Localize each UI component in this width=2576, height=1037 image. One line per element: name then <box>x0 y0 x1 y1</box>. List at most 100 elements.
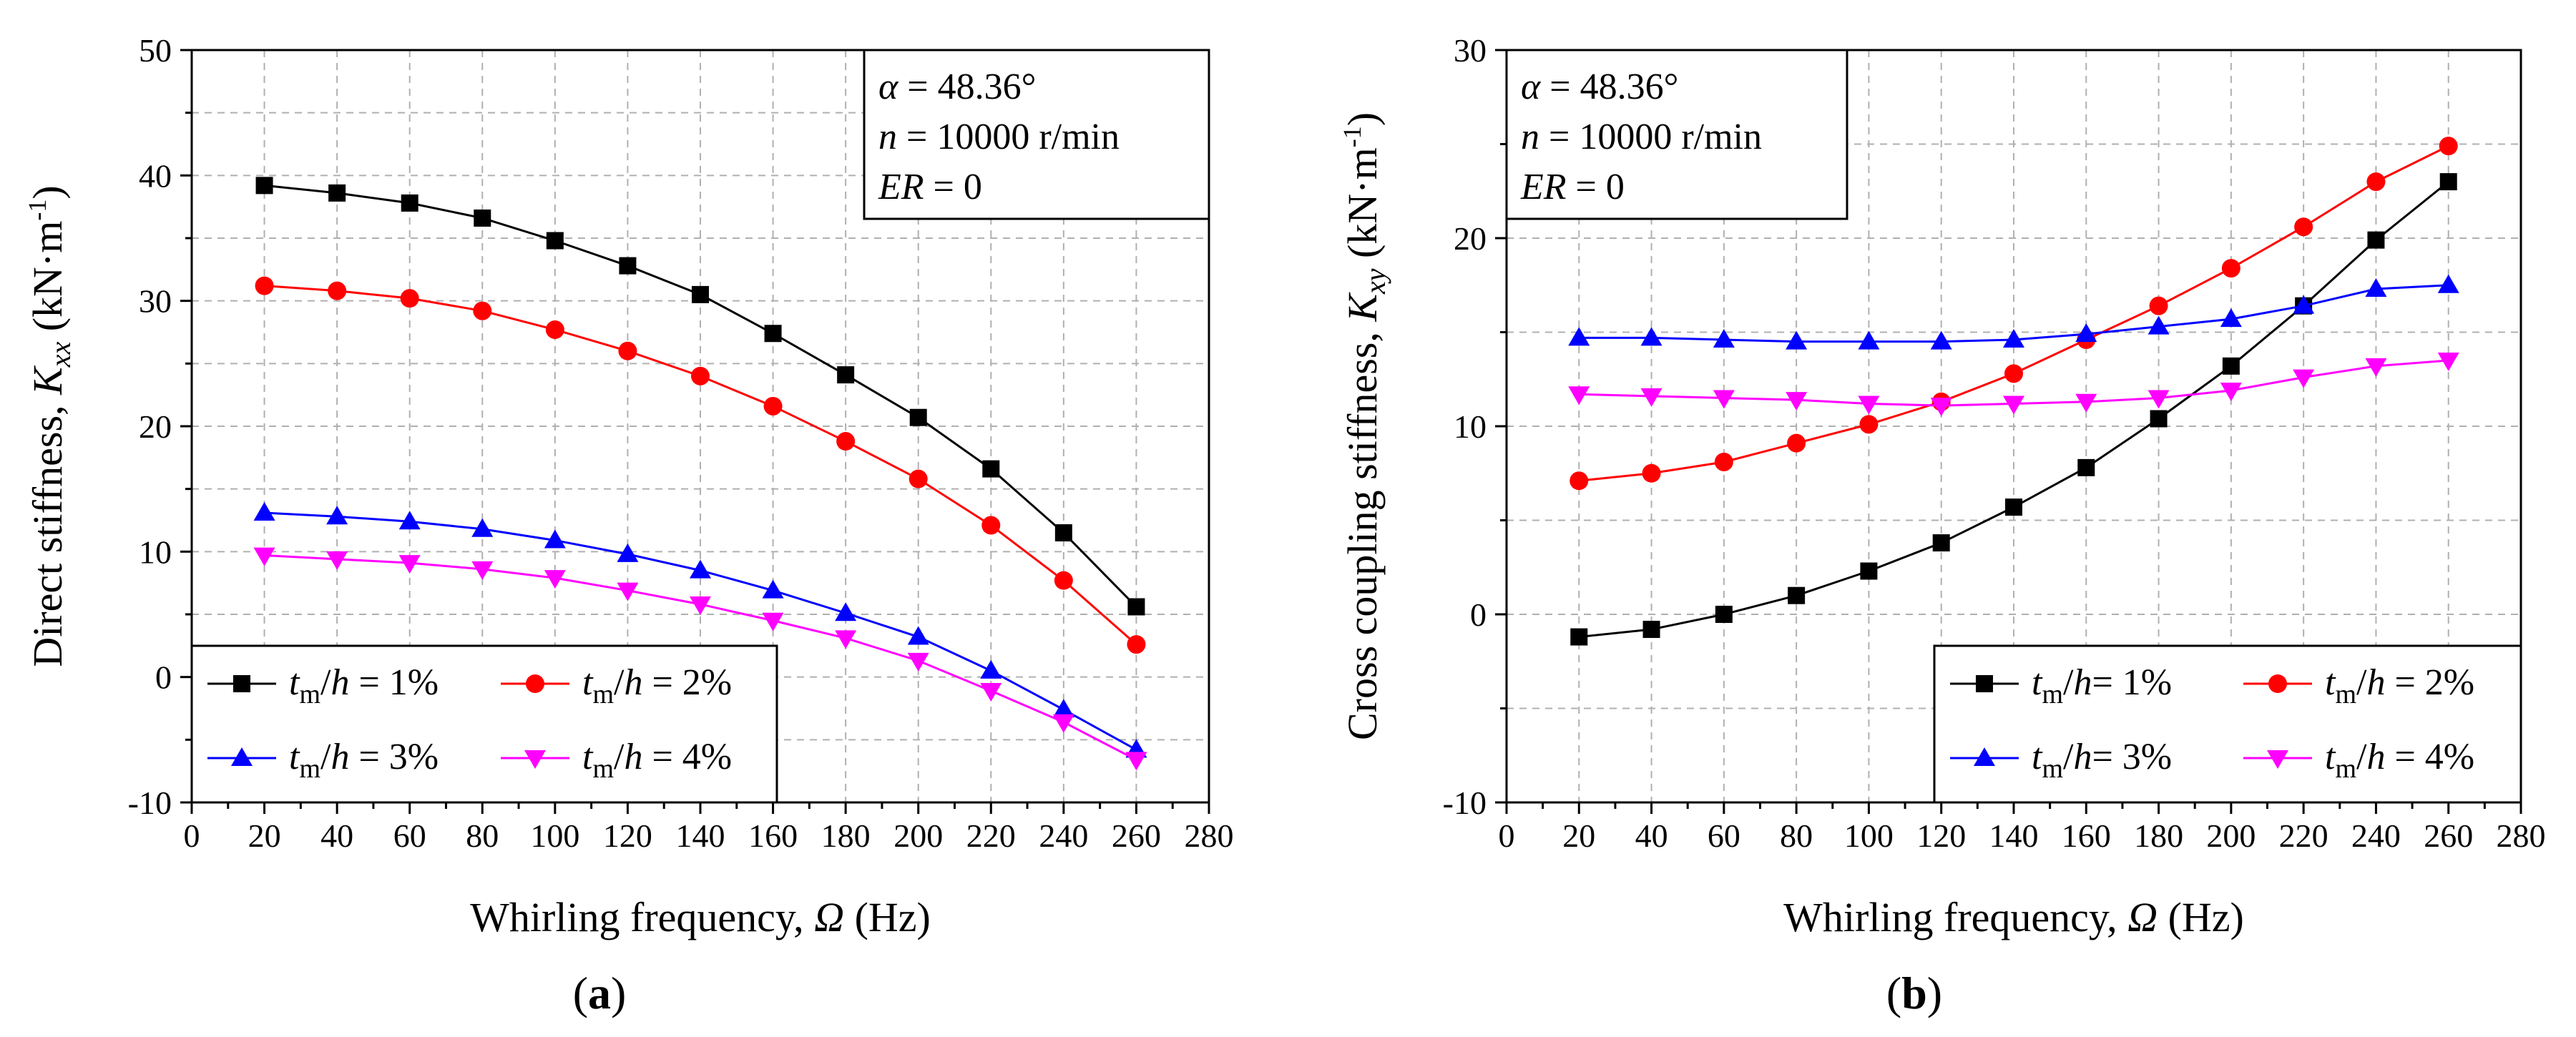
data-point <box>690 559 711 579</box>
legend-marker <box>233 675 250 692</box>
data-point <box>617 582 639 601</box>
y-tick-label: 50 <box>139 32 172 69</box>
legend-marker <box>2268 674 2287 693</box>
x-tick-label: 160 <box>2062 817 2111 854</box>
annotation-box: α = 48.36° n = 10000 r/min ER = 0 <box>863 49 1210 220</box>
data-point <box>1640 388 1662 407</box>
data-point <box>837 366 855 384</box>
annotation-line: n = 10000 r/min <box>878 117 1120 157</box>
legend-label: tm/h = 3% <box>289 737 439 784</box>
data-point <box>2365 358 2387 377</box>
x-tick-label: 220 <box>966 817 1016 854</box>
data-point <box>253 501 275 521</box>
data-point <box>907 652 929 672</box>
chart-panel-b: 0 20 40 60 80 100 120 140 160 180 200 220 240 260 280-… <box>1338 32 2546 1018</box>
data-point <box>763 396 783 416</box>
x-tick-label: 260 <box>1112 817 1161 854</box>
data-point <box>473 301 492 320</box>
x-tick-label: 20 <box>1562 817 1595 854</box>
annotation-frame <box>863 49 1210 220</box>
data-point <box>474 209 491 227</box>
data-point <box>1642 463 1661 483</box>
data-point <box>2148 315 2170 335</box>
legend-item: tm/h = 2% <box>2243 662 2474 709</box>
data-point <box>2293 369 2315 388</box>
x-axis-label: Whirling frequency, Ω (Hz) <box>1783 894 2244 940</box>
x-tick-label: 100 <box>1844 817 1894 854</box>
data-point <box>1127 598 1145 616</box>
data-point <box>1125 752 1147 771</box>
legend-frame <box>1933 644 2522 804</box>
legend-label: tm/h = 2% <box>2325 662 2474 709</box>
data-point <box>1568 327 1590 346</box>
data-point <box>2148 390 2170 409</box>
data-point <box>1054 571 1073 590</box>
data-point <box>2367 231 2385 249</box>
data-point <box>544 570 566 589</box>
x-tick-label: 140 <box>1989 817 2039 854</box>
annotation-line: n = 10000 r/min <box>1521 117 1762 157</box>
data-point <box>762 612 784 631</box>
data-point <box>2366 172 2386 192</box>
data-point <box>1715 606 1733 623</box>
x-tick-label: 0 <box>184 817 200 854</box>
data-point <box>255 276 274 295</box>
data-point <box>619 257 637 275</box>
data-point <box>326 551 348 570</box>
data-point <box>400 289 419 308</box>
x-tick-label: 220 <box>2279 817 2328 854</box>
data-point <box>690 596 711 615</box>
legend-marker <box>526 674 544 693</box>
series-4 <box>253 547 1147 771</box>
data-point <box>2221 259 2240 278</box>
data-point <box>471 518 494 537</box>
data-point <box>2365 278 2387 298</box>
data-point <box>2005 498 2022 516</box>
legend-item: tm/h = 4% <box>2243 737 2474 784</box>
data-point <box>1788 586 1806 604</box>
data-point <box>253 547 275 566</box>
data-point <box>326 506 348 525</box>
data-point <box>2220 383 2242 402</box>
x-tick-label: 40 <box>320 817 353 854</box>
y-axis-label: Direct stiffness, Kxx (kN·m-1) <box>23 185 77 667</box>
annotation-line: α = 48.36° <box>1521 67 1678 107</box>
data-point <box>1787 433 1806 453</box>
data-point <box>2075 323 2097 343</box>
x-tick-label: 120 <box>603 817 652 854</box>
data-point <box>1569 471 1589 491</box>
panel-label: (b) <box>1886 968 1942 1018</box>
legend-item: tm/h = 1% <box>207 662 439 709</box>
series-1 <box>255 177 1145 616</box>
x-tick-label: 60 <box>1708 817 1740 854</box>
y-tick-label: -10 <box>1443 785 1487 821</box>
legend: tm/h = 1% tm/h = 2% tm/h = 3% tm/h = 4% <box>190 644 778 804</box>
legend-label: tm/h = 2% <box>582 662 732 709</box>
data-point <box>398 555 421 574</box>
data-point <box>2439 173 2457 191</box>
data-point <box>471 561 494 580</box>
data-point <box>617 543 639 562</box>
data-point <box>328 184 346 202</box>
legend: tm/h= 1% tm/h = 2% tm/h= 3% tm/h = 4% <box>1933 644 2522 804</box>
data-point <box>835 630 857 649</box>
data-point <box>1859 415 1879 434</box>
data-point <box>1570 628 1588 646</box>
data-point <box>618 341 637 360</box>
y-tick-label: -10 <box>128 785 172 821</box>
legend-item: tm/h= 1% <box>1950 662 2172 709</box>
panel-label: (a) <box>573 968 627 1018</box>
data-point <box>545 320 564 339</box>
x-tick-label: 40 <box>1635 817 1668 854</box>
data-point <box>2004 364 2023 383</box>
legend-label: tm/h= 1% <box>2032 662 2172 709</box>
y-tick-label: 10 <box>1454 408 1487 445</box>
legend-marker <box>2267 750 2288 769</box>
data-point <box>1786 392 1808 411</box>
data-point <box>2222 357 2240 375</box>
data-point <box>255 177 273 195</box>
data-point <box>2149 296 2168 315</box>
annotation-line: α = 48.36° <box>878 67 1036 107</box>
x-tick-label: 240 <box>1039 817 1088 854</box>
